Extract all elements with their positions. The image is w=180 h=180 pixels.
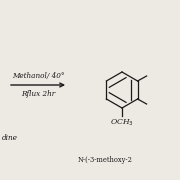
Text: N-(-3-methoxy-2: N-(-3-methoxy-2 (78, 156, 133, 164)
Text: Methanol/ 40°: Methanol/ 40° (12, 72, 64, 80)
Text: OCH$_3$: OCH$_3$ (110, 118, 134, 129)
Text: Rflux 2hr: Rflux 2hr (21, 90, 55, 98)
Text: dine: dine (2, 134, 18, 142)
